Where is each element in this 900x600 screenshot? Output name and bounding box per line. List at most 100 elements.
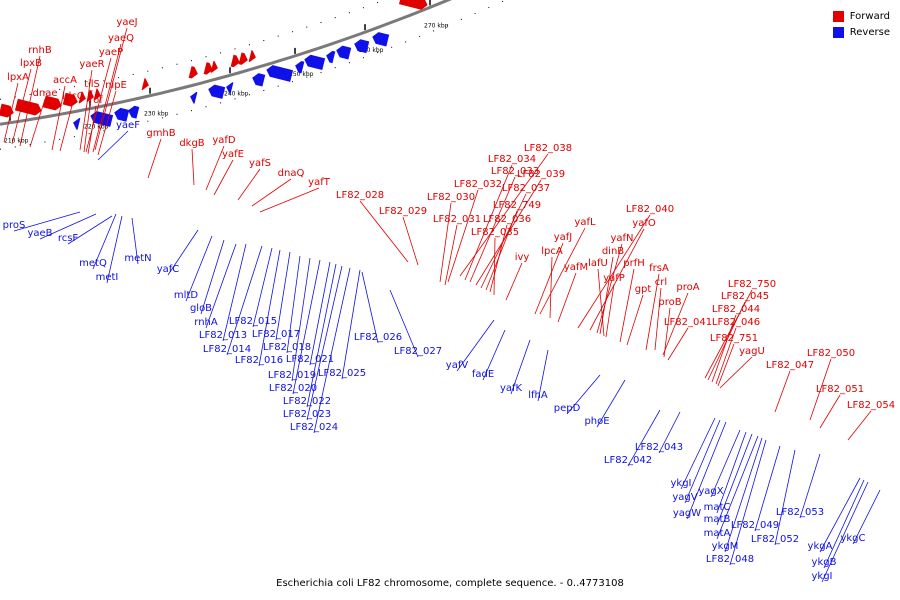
forward-gene-label: LF82_032: [454, 179, 502, 190]
leader-line: [686, 421, 727, 520]
forward-gene: [93, 88, 101, 101]
leader-line: [402, 216, 419, 266]
leader-line: [597, 268, 605, 337]
leader-line: [167, 229, 199, 276]
reverse-gene: [326, 50, 336, 64]
reverse-gene-label: mltD: [174, 290, 198, 301]
leader-line: [200, 239, 225, 315]
reverse-gene-label: LF82_022: [283, 396, 331, 407]
reverse-gene-label: matC: [704, 502, 731, 513]
leader-line: [291, 257, 311, 382]
forward-gene-label: yafT: [308, 177, 331, 188]
leader-line: [717, 343, 735, 387]
leader-line: [819, 394, 841, 429]
leader-line: [85, 57, 112, 153]
reverse-gene: [354, 39, 370, 54]
leader-line: [799, 453, 821, 519]
reverse-gene-label: LF82_042: [604, 455, 652, 466]
reverse-gene: [252, 73, 266, 87]
forward-guide-dots: [0, 0, 386, 100]
reverse-gene-label: metQ: [79, 258, 107, 269]
forward-gene-label: yaeJ: [116, 17, 137, 28]
forward-gene-label: yaeR: [79, 59, 104, 70]
scale-tick-label: 250 kbp: [289, 71, 314, 78]
leader-line: [87, 105, 97, 155]
leader-line: [359, 200, 409, 263]
reverse-gene-label: LF82_052: [751, 534, 799, 545]
leader-line: [79, 69, 93, 151]
forward-gene-label: LF82_047: [766, 360, 814, 371]
leader-line: [716, 435, 759, 540]
leader-line: [510, 339, 531, 395]
forward-gene-label: dnae: [33, 88, 58, 99]
leader-line: [645, 273, 660, 351]
scale-tick-label: 210 kbp: [4, 138, 29, 145]
leader-line: [729, 439, 767, 566]
reverse-gene-label: ykgC: [840, 533, 865, 544]
leader-line: [226, 245, 263, 356]
forward-gene-label: LF82_039: [517, 169, 565, 180]
forward-gene-label: LF82_034: [488, 154, 536, 165]
forward-gene-label: tilS: [84, 79, 100, 90]
leader-line: [275, 251, 291, 341]
forward-gene-label: accA: [53, 75, 77, 86]
leader-line: [447, 189, 479, 283]
reverse-gene-label: yafC: [157, 264, 180, 275]
reverse-gene: [114, 107, 130, 122]
leader-line: [710, 429, 741, 498]
chromosome-backbone: [0, 0, 452, 126]
reverse-gene-label: matB: [704, 514, 731, 525]
forward-gene: [203, 62, 213, 75]
leader-line: [237, 168, 261, 201]
scale-tick-label: 270 kbp: [424, 22, 449, 29]
forward-gene: [62, 92, 78, 107]
forward-gene-label: LF82_033: [491, 166, 539, 177]
reverse-gene-label: metN: [124, 253, 151, 264]
forward-gene-label: LF82_035: [471, 227, 519, 238]
leader-line: [286, 255, 301, 354]
leader-line: [626, 294, 644, 346]
reverse-gene: [266, 65, 294, 82]
leader-line: [662, 292, 689, 356]
leader-line: [252, 247, 273, 328]
forward-gene: [14, 98, 42, 116]
forward-gene-label: lpxB: [20, 58, 42, 69]
reverse-gene-label: yaeF: [116, 120, 140, 131]
forward-gene-label: gpt: [635, 284, 652, 295]
reverse-gene-label: LF82_026: [354, 332, 402, 343]
reverse-gene: [295, 61, 305, 74]
forward-gene-label: LF82_030: [427, 192, 475, 203]
reverse-gene-label: LF82_013: [199, 330, 247, 341]
leader-line: [131, 217, 139, 265]
reverse-gene: [128, 105, 140, 119]
forward-gene-label: yafM: [564, 262, 588, 273]
leader-line: [711, 314, 737, 383]
leader-line: [627, 409, 661, 467]
reverse-gene: [336, 45, 352, 60]
leader-line: [59, 101, 74, 152]
leader-line: [619, 268, 635, 343]
reverse-gene-label: yafK: [500, 383, 523, 394]
leader-line: [439, 202, 452, 283]
leader-line: [341, 269, 361, 380]
forward-gene-label: lafU: [588, 258, 608, 269]
forward-gene-label: yafO: [632, 218, 656, 229]
reverse-gene-label: LF82_043: [635, 442, 683, 453]
leader-line: [191, 148, 195, 186]
leader-line: [716, 431, 747, 514]
leader-line: [505, 262, 523, 301]
forward-gene-label: rnhB: [28, 45, 52, 56]
leader-line: [654, 287, 662, 351]
reverse-gene-label: LF82_019: [268, 370, 316, 381]
forward-swatch: [832, 10, 844, 22]
forward-gene-label: yafS: [249, 158, 271, 169]
forward-gene-label: LF82_749: [493, 200, 541, 211]
reverse-gene: [190, 91, 198, 104]
forward-gene-label: gmhB: [146, 128, 175, 139]
forward-gene: [86, 89, 94, 102]
reverse-gene-label: phoE: [584, 416, 609, 427]
reverse-gene: [372, 32, 390, 47]
forward-gene-label: dkgB: [179, 138, 204, 149]
leader-line: [549, 256, 553, 319]
